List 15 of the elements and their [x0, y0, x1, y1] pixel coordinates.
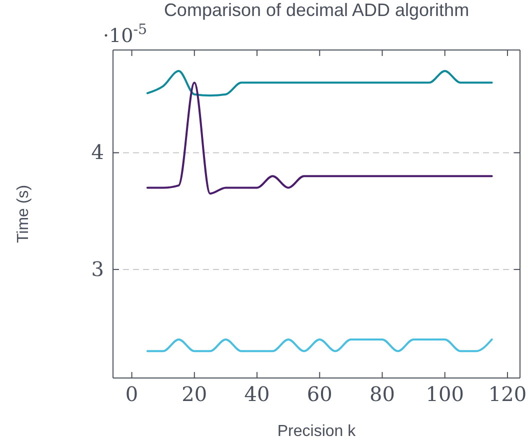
- x-tick-label: 0: [125, 382, 138, 406]
- x-tick-label: 80: [370, 382, 395, 406]
- text: ·10$^{-5}$: [103, 22, 148, 47]
- x-tick-label: 100: [426, 382, 464, 406]
- x-tick-label: 60: [306, 382, 332, 406]
- line-series: [146, 70, 493, 97]
- x-axis-title: Precision k: [277, 423, 357, 440]
- x-tick-label: 40: [244, 382, 270, 406]
- y-tick-label: 4: [91, 140, 104, 164]
- line-series: [146, 82, 493, 195]
- chart-title: Comparison of decimal ADD algorithm: [164, 0, 470, 20]
- y-axis-title: Time (s): [15, 184, 32, 244]
- y-tick-label: 3: [91, 256, 104, 281]
- x-tick-label: 120: [488, 382, 527, 406]
- x-tick-label: 20: [182, 382, 208, 406]
